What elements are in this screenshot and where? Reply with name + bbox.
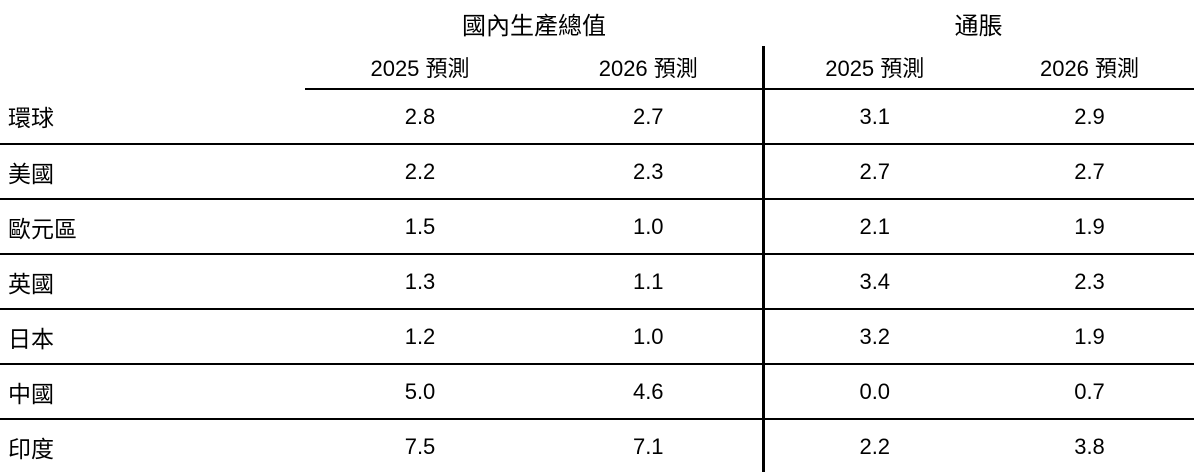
cell-gdp-2026: 2.3: [535, 144, 763, 200]
cell-inflation-2025: 2.2: [761, 419, 985, 472]
cell-inflation-2026: 1.9: [985, 309, 1194, 365]
cell-gdp-2026: 1.1: [535, 254, 763, 310]
cell-gdp-2025: 2.8: [305, 89, 535, 145]
cell-inflation-2025: 0.0: [761, 364, 985, 420]
cell-gdp-2025: 1.5: [305, 199, 535, 255]
cell-inflation-2025: 3.2: [761, 309, 985, 365]
col-header-inflation-2026: 2026 預測: [985, 46, 1194, 90]
corner-cell: [0, 46, 305, 89]
cell-inflation-2026: 2.9: [985, 89, 1194, 145]
row-label: 日本: [0, 309, 305, 365]
cell-gdp-2026: 7.1: [535, 419, 763, 472]
cell-gdp-2025: 7.5: [305, 419, 535, 472]
cell-gdp-2025: 1.3: [305, 254, 535, 310]
cell-gdp-2025: 5.0: [305, 364, 535, 420]
col-header-gdp-2025: 2025 預測: [305, 46, 535, 90]
cell-inflation-2025: 3.1: [761, 89, 985, 145]
cell-inflation-2025: 2.1: [761, 199, 985, 255]
table-row-japan: 日本 1.2 1.0 3.2 1.9: [0, 309, 1194, 365]
row-label: 中國: [0, 364, 305, 420]
cell-gdp-2026: 1.0: [535, 309, 763, 365]
column-header-row: 2025 預測 2026 預測 2025 預測 2026 預測: [0, 46, 1194, 90]
cell-inflation-2026: 2.3: [985, 254, 1194, 310]
cell-inflation-2026: 3.8: [985, 419, 1194, 472]
row-label: 歐元區: [0, 199, 305, 255]
row-label: 英國: [0, 254, 305, 310]
column-group-inflation: 通脹: [954, 12, 1003, 40]
row-label: 美國: [0, 144, 305, 200]
cell-gdp-2026: 4.6: [535, 364, 763, 420]
cell-gdp-2026: 2.7: [535, 89, 763, 145]
col-header-gdp-2026: 2026 預測: [535, 46, 763, 90]
cell-inflation-2026: 2.7: [985, 144, 1194, 200]
column-group-row: 國內生產總值 通脹: [0, 0, 1194, 46]
cell-inflation-2026: 0.7: [985, 364, 1194, 420]
cell-inflation-2025: 3.4: [761, 254, 985, 310]
cell-inflation-2025: 2.7: [761, 144, 985, 200]
row-label: 環球: [0, 89, 305, 145]
table-row-china: 中國 5.0 4.6 0.0 0.7: [0, 364, 1194, 420]
table-row-us: 美國 2.2 2.3 2.7 2.7: [0, 144, 1194, 200]
cell-gdp-2025: 2.2: [305, 144, 535, 200]
cell-inflation-2026: 1.9: [985, 199, 1194, 255]
table-row-eurozone: 歐元區 1.5 1.0 2.1 1.9: [0, 199, 1194, 255]
col-header-inflation-2025: 2025 預測: [761, 46, 985, 90]
cell-gdp-2026: 1.0: [535, 199, 763, 255]
cell-gdp-2025: 1.2: [305, 309, 535, 365]
table-row-global: 環球 2.8 2.7 3.1 2.9: [0, 89, 1194, 145]
column-group-gdp: 國內生產總值: [462, 12, 606, 40]
row-label: 印度: [0, 419, 305, 472]
table-row-uk: 英國 1.3 1.1 3.4 2.3: [0, 254, 1194, 310]
corner-cell: [0, 0, 305, 46]
table-row-india: 印度 7.5 7.1 2.2 3.8: [0, 419, 1194, 472]
